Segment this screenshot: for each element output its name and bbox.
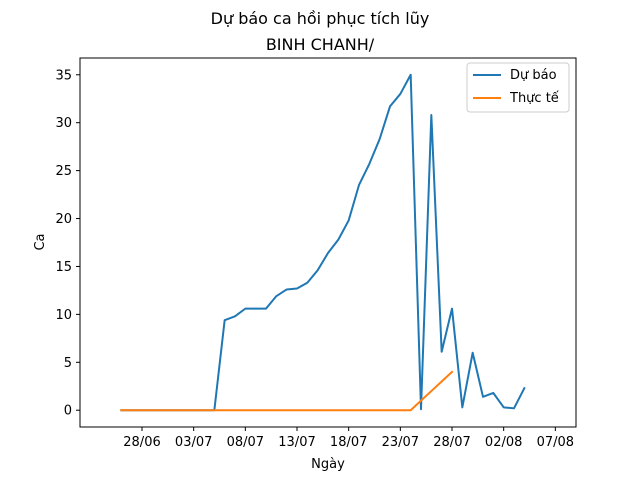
x-tick-label: 03/07 [175,435,212,450]
x-tick-label: 28/07 [433,435,470,450]
chart-title: Dự báo ca hồi phục tích lũy [211,9,430,28]
legend: Dự báo Thực tế [466,62,570,113]
x-tick-label: 18/07 [330,435,367,450]
y-tick-label: 15 [55,260,72,275]
x-tick-label: 08/07 [227,435,264,450]
plot-frame [79,57,577,428]
series-line-thuc-te [120,370,454,412]
series-group [120,73,526,412]
chart-subtitle: BINH CHANH/ [266,35,375,54]
y-axis: 0 5 10 15 20 25 30 35 [55,68,80,419]
y-axis-label: Ca [33,233,48,250]
y-tick-label: 10 [55,308,72,323]
y-tick-label: 25 [55,164,72,179]
x-tick-label: 13/07 [278,435,315,450]
y-tick-label: 5 [64,356,72,371]
y-tick-label: 0 [64,404,72,419]
y-tick-label: 30 [55,116,72,131]
legend-label-du-bao: Dự báo [510,68,557,83]
legend-label-thuc-te: Thực tế [509,91,559,106]
x-tick-label: 28/06 [123,435,160,450]
x-tick-label: 23/07 [382,435,419,450]
x-tick-label: 02/08 [485,435,522,450]
y-tick-label: 35 [55,68,72,83]
x-axis: 28/06 03/07 08/07 13/07 18/07 23/07 28/07 02/08… [123,427,574,450]
x-tick-label: 07/08 [537,435,574,450]
x-axis-label: Ngày [311,457,345,472]
y-tick-label: 20 [55,212,72,227]
